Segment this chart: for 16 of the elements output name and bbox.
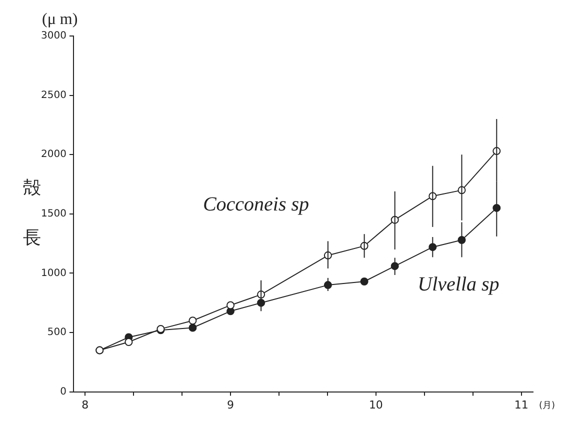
text: Cocconeis sp xyxy=(202,194,310,216)
y-tick-label: 0 xyxy=(60,386,66,398)
y-tick-label: 1000 xyxy=(40,268,66,279)
x-tick-label: 9 xyxy=(227,398,234,412)
text: (μ m) xyxy=(42,11,78,28)
x-tick-label: 8 xyxy=(82,398,89,412)
x-axis-title: (月) xyxy=(539,401,556,412)
x-tick-label: 11 xyxy=(514,398,528,412)
text: 殻長 xyxy=(23,178,41,249)
series-label: Ulvella sp xyxy=(418,273,500,296)
y-tick-label: 2000 xyxy=(40,149,66,160)
y-tick-label: 500 xyxy=(47,327,66,338)
y-tick-label: 3000 xyxy=(40,30,66,42)
y-tick-label: 1500 xyxy=(40,208,66,220)
y-tick-label: 2500 xyxy=(40,90,66,101)
x-tick-label: 10 xyxy=(368,398,383,412)
